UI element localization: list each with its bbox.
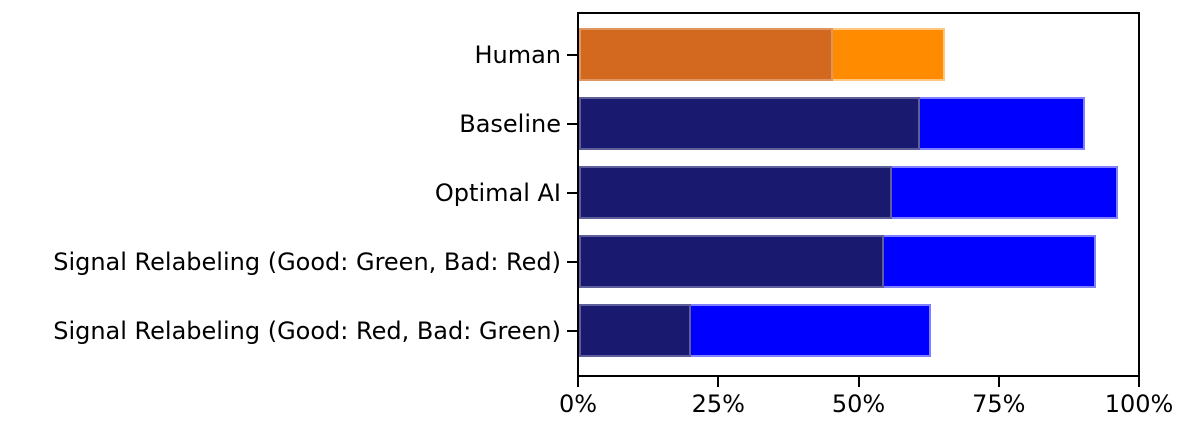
bar-dark-segment-2 xyxy=(579,166,893,219)
x-tick-label-2: 50% xyxy=(831,390,886,418)
bar-dark-segment-0 xyxy=(579,28,834,81)
x-tick-mark-2 xyxy=(857,377,860,387)
bar-dark-segment-3 xyxy=(579,235,884,288)
plot-area xyxy=(577,12,1140,377)
y-axis-labels: Human Baseline Optimal AI Signal Relabeling… xyxy=(0,0,561,426)
x-tick-mark-1 xyxy=(717,377,720,387)
x-tick-mark-0 xyxy=(577,377,579,387)
y-tick-mark-1 xyxy=(567,122,577,125)
bar-dark-segment-4 xyxy=(579,304,691,357)
y-tick-label-3: Signal Relabeling (Good: Green, Bad: Red… xyxy=(53,247,561,276)
y-tick-label-2: Optimal AI xyxy=(434,178,561,207)
x-tick-label-4: 100% xyxy=(1104,390,1174,418)
y-tick-label-0: Human xyxy=(474,40,561,69)
bar-dark-segment-1 xyxy=(579,97,920,150)
x-tick-mark-3 xyxy=(997,377,1000,387)
x-tick-label-1: 25% xyxy=(691,390,745,418)
x-tick-label-3: 75% xyxy=(972,390,1026,418)
y-tick-mark-4 xyxy=(567,329,577,332)
y-tick-mark-2 xyxy=(567,191,577,194)
y-tick-label-4: Signal Relabeling (Good: Red, Bad: Green… xyxy=(53,316,561,345)
y-tick-label-1: Baseline xyxy=(459,109,561,138)
y-tick-mark-0 xyxy=(567,53,577,56)
x-tick-label-0: 0% xyxy=(558,390,598,418)
plot-inner xyxy=(579,14,1138,375)
x-tick-mark-4 xyxy=(1138,377,1140,387)
y-tick-mark-3 xyxy=(567,260,577,263)
